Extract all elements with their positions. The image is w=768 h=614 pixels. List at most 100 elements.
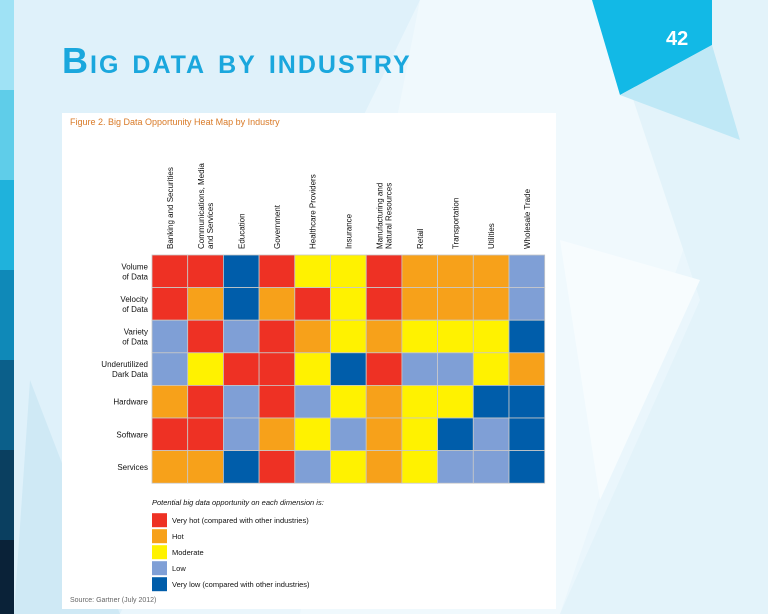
legend-swatch <box>152 577 167 592</box>
heatmap-cell <box>401 319 438 354</box>
column-header: Communications, Mediaand Services <box>197 163 215 249</box>
legend-swatch <box>152 545 167 560</box>
row-label: Variety of Data <box>122 328 148 347</box>
heatmap-cell <box>330 417 367 451</box>
row-label: Services <box>117 463 148 472</box>
heatmap-cell <box>258 352 296 386</box>
heatmap-cell <box>508 352 546 386</box>
column-header: Insurance <box>344 213 353 249</box>
row-label: Software <box>116 430 148 439</box>
heatmap-cell <box>187 287 224 321</box>
legend-swatch <box>152 513 167 528</box>
page-number-tab-shadow <box>620 45 740 140</box>
heatmap-cell <box>330 352 367 386</box>
heatmap-cell <box>187 352 224 386</box>
column-header: Banking and Securities <box>166 167 175 249</box>
page-number: 42 <box>666 28 689 50</box>
column-header: Transportation <box>451 198 460 249</box>
heatmap-cell <box>330 450 367 484</box>
column-header: Retail <box>416 228 425 249</box>
heatmap-cell <box>258 254 296 288</box>
heatmap-cell <box>365 287 403 321</box>
heatmap-cell <box>151 384 189 419</box>
heatmap-cell <box>437 417 474 451</box>
heatmap-cell <box>151 254 189 288</box>
heatmap-cell <box>401 352 438 386</box>
legend-swatch <box>152 561 167 576</box>
heatmap-cell <box>294 254 331 288</box>
heatmap-cell <box>401 287 438 321</box>
heatmap-cell <box>222 254 260 288</box>
heatmap-cell <box>258 287 296 321</box>
column-header: Utilities <box>487 223 496 249</box>
heatmap-cell <box>437 450 474 484</box>
legend-label: Very hot (compared with other industries… <box>172 516 309 525</box>
heatmap-cell <box>151 352 189 386</box>
column-header: Healthcare Providers <box>309 174 318 249</box>
heatmap-cell <box>222 352 260 386</box>
bg-shape-shard-1 <box>560 240 700 500</box>
row-label: Hardware <box>113 398 148 407</box>
heatmap-cell <box>294 450 331 484</box>
heatmap-cell <box>187 450 224 484</box>
bg-shape-right <box>560 0 768 614</box>
heatmap-cell <box>508 384 546 419</box>
heatmap-chart: Banking and Securities Communications, Me… <box>101 163 546 592</box>
heatmap-cell <box>401 417 438 451</box>
heatmap-cell <box>294 287 331 321</box>
heatmap-cell <box>472 287 510 321</box>
heatmap-cell <box>472 417 510 451</box>
heatmap-cell <box>330 384 367 419</box>
heatmap-cell <box>258 319 296 354</box>
heatmap-cell <box>437 384 474 419</box>
legend-label: Very low (compared with other industries… <box>172 580 310 589</box>
heatmap-cell <box>401 254 438 288</box>
figure-title: Figure 2. Big Data Opportunity Heat Map … <box>70 117 280 127</box>
heatmap-cell <box>365 384 403 419</box>
row-label: Underutilized Dark Data <box>101 360 148 379</box>
heatmap-cell <box>187 417 224 451</box>
slide-title: Big data by industry <box>62 40 412 81</box>
heatmap-cell <box>187 384 224 419</box>
heatmap-cell <box>187 319 224 354</box>
heatmap-cell <box>258 384 296 419</box>
heatmap-cell <box>365 352 403 386</box>
heatmap-cell <box>294 319 331 354</box>
heatmap-cell <box>258 417 296 451</box>
heatmap-cell <box>401 450 438 484</box>
heatmap-cell <box>365 417 403 451</box>
heatmap-cell <box>330 319 367 354</box>
column-header: Education <box>237 213 246 249</box>
heatmap-cell <box>508 319 546 354</box>
page-number-tab <box>592 0 712 95</box>
figure-panel: Banking and Securities Communications, Me… <box>62 113 556 609</box>
heatmap-cell <box>222 319 260 354</box>
row-label: Volume of Data <box>121 262 148 281</box>
legend-swatch <box>152 529 167 544</box>
heatmap-cell <box>472 319 510 354</box>
heatmap-cell <box>472 254 510 288</box>
left-color-stripe <box>0 0 14 614</box>
heatmap-cell <box>508 287 546 321</box>
heatmap-cell <box>472 450 510 484</box>
heatmap-cell <box>508 417 546 451</box>
row-label: Velocity of Data <box>120 295 148 314</box>
heatmap-cell <box>258 450 296 484</box>
heatmap-cell <box>151 319 189 354</box>
heatmap-cell <box>508 450 546 484</box>
heatmap-cell <box>437 352 474 386</box>
heatmap-cell <box>330 287 367 321</box>
heatmap-cell <box>472 384 510 419</box>
heatmap-cell <box>222 417 260 451</box>
heatmap-cell <box>294 352 331 386</box>
heatmap-cell <box>294 384 331 419</box>
heatmap-cell <box>365 254 403 288</box>
heatmap-cell <box>294 417 331 451</box>
column-header: Government <box>273 204 282 249</box>
heatmap-cell <box>222 450 260 484</box>
legend-label: Hot <box>172 532 185 541</box>
legend-title: Potential big data opportunity on each d… <box>152 498 324 507</box>
column-header: Manufacturing andNatural Resources <box>376 183 394 249</box>
heatmap-cell <box>401 384 438 419</box>
